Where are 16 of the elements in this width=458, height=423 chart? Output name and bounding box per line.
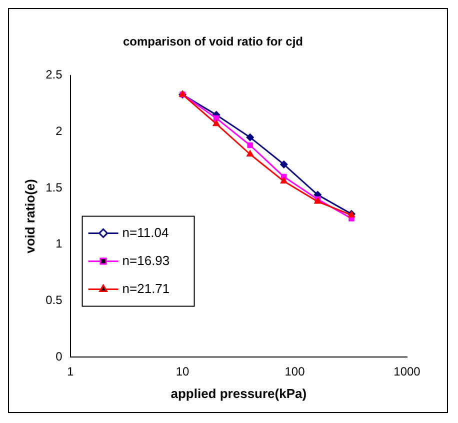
legend-label: n=16.93	[122, 252, 170, 268]
y-tick-label: 2.5	[46, 68, 63, 82]
legend-label: n=21.71	[122, 280, 170, 296]
y-axis-title: void ratio(e)	[22, 178, 38, 254]
y-tick-label: 1.5	[46, 180, 63, 194]
chart-title: comparison of void ratio for cjd	[122, 34, 304, 49]
y-tick-label: 0	[56, 349, 63, 364]
x-tick-label: 1	[66, 364, 74, 379]
y-tick-label: 2	[56, 124, 63, 138]
x-tick-label: 10	[176, 364, 190, 379]
x-axis-title: applied pressure(kPa)	[170, 386, 307, 401]
y-tick-label: 1	[56, 236, 63, 251]
legend-label: n=11.04	[122, 224, 169, 240]
x-tick-label: 100	[284, 364, 306, 379]
x-tick-label: 1000	[394, 364, 421, 379]
y-tick-label: 0.5	[46, 292, 63, 307]
